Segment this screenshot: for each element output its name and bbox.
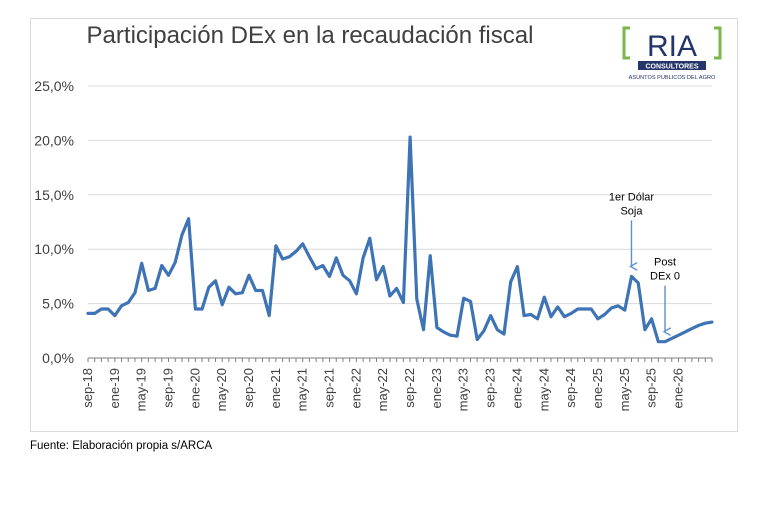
x-tick-label: ene-20 [187,368,202,408]
x-tick-label: ene-24 [509,368,524,408]
x-tick-label: sep-20 [241,368,256,408]
chart-frame [30,18,738,432]
annotation-label: Post [654,257,676,269]
annotations: 1er Dólar Soja Post DEx 0 [609,191,680,331]
y-tick-label: 25,0% [34,78,74,94]
source-note: Fuente: Elaboración propia s/ARCA [30,440,213,452]
x-tick-label: ene-26 [670,368,685,408]
x-tick-label: may-22 [375,368,390,411]
y-tick-label: 15,0% [34,187,74,203]
ria-logo: RIA CONSULTORES ASUNTOS PUBLICOS DEL AGR… [622,26,722,81]
x-tick-label: sep-23 [483,368,498,408]
logo-name: RIA [647,30,697,63]
series-line [86,135,714,344]
annotation-label: DEx 0 [650,271,680,283]
y-axis-ticks: 0,0% 5,0% 10,0% 15,0% 20,0% 25,0% [34,78,74,366]
logo-sub: CONSULTORES [645,64,698,71]
x-tick-label: may-23 [456,368,471,411]
annotation-label: 1er Dólar [609,191,655,203]
x-tick-label: ene-23 [429,368,444,408]
y-tick-label: 0,0% [42,350,74,366]
y-tick-label: 5,0% [42,296,74,312]
x-tick-label: ene-19 [107,368,122,408]
x-tick-label: sep-24 [563,368,578,408]
x-tick-label: may-19 [134,368,149,411]
logo-tagline: ASUNTOS PUBLICOS DEL AGRO [629,75,716,81]
annotation-label: Soja [620,205,643,217]
x-tick-label: may-21 [295,368,310,411]
series-layer [86,135,714,344]
x-tick-label: sep-22 [402,368,417,408]
x-tick-label: sep-25 [644,368,659,408]
y-tick-label: 10,0% [34,241,74,257]
chart-title: Participación DEx en la recaudación fisc… [86,22,534,49]
x-tick-label: ene-22 [348,368,363,408]
x-tick-label: sep-21 [322,368,337,408]
x-tick-label: may-20 [214,368,229,411]
x-tick-label: sep-18 [80,368,95,408]
x-tick-label: may-25 [617,368,632,411]
x-tick-label: ene-21 [268,368,283,408]
x-tick-label: sep-19 [161,368,176,408]
x-tick-label: may-24 [536,368,551,411]
x-tick-label: ene-25 [590,368,605,408]
y-tick-label: 20,0% [34,132,74,148]
x-axis: sep-18 ene-19 may-19 sep-19 ene-20 may-20 sep-… [80,357,713,411]
